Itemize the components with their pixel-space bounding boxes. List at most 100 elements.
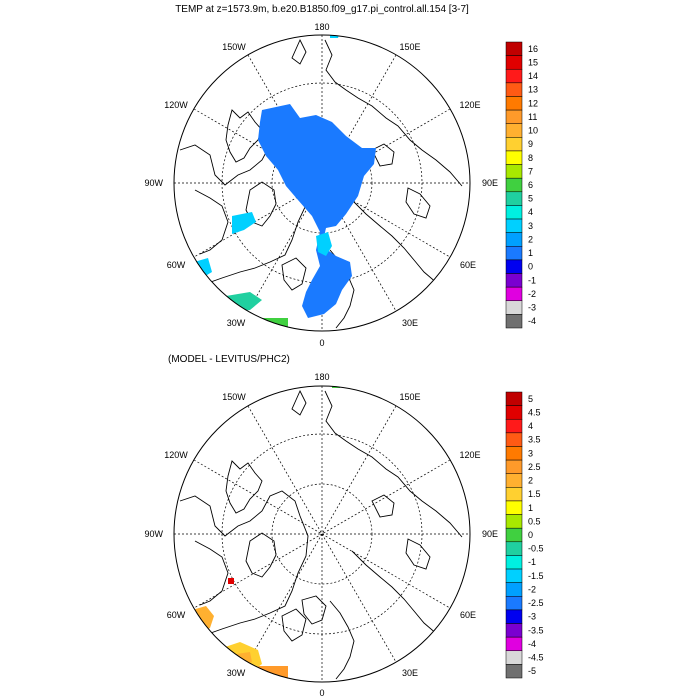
top-colorbar-swatch-12 bbox=[505, 205, 523, 220]
bottom-lon-150e: 150E bbox=[399, 392, 420, 402]
bottom-lon-90w: 90W bbox=[144, 529, 163, 539]
top-colorbar-label-9: 7 bbox=[528, 166, 533, 176]
top-field-cyan-top bbox=[330, 35, 340, 38]
top-colorbar-swatch-14 bbox=[505, 232, 523, 247]
top-colorbar-label-14: 2 bbox=[528, 234, 533, 244]
bottom-colorbar-label-9: 0.5 bbox=[528, 516, 541, 526]
top-colorbar-swatch-13 bbox=[505, 218, 523, 233]
top-colorbar-label-6: 10 bbox=[528, 126, 538, 136]
bottom-lon-90e: 90E bbox=[482, 529, 498, 539]
bottom-lon-labels: 180 0 90W 90E 150W 120W 150E 120E 60W 30… bbox=[144, 372, 498, 698]
bottom-lon-60e: 60E bbox=[460, 610, 476, 620]
top-field-cyan-strait bbox=[316, 232, 332, 256]
bottom-colorbar-swatch-13 bbox=[505, 568, 523, 583]
top-colorbar-label-17: -1 bbox=[528, 275, 536, 285]
top-colorbar-label-8: 8 bbox=[528, 153, 533, 163]
top-colorbar-swatch-9 bbox=[505, 164, 523, 179]
bottom-colorbar-label-20: -5 bbox=[528, 666, 536, 676]
bottom-map-rim bbox=[173, 385, 471, 683]
top-field-cyan-baffin bbox=[232, 212, 256, 234]
top-colorbar-swatch-16 bbox=[505, 259, 523, 274]
top-field-green-1 bbox=[260, 318, 288, 331]
bottom-colorbar-label-12: -1 bbox=[528, 557, 536, 567]
top-lon-150e: 150E bbox=[399, 42, 420, 52]
top-colorbar-label-16: 0 bbox=[528, 262, 533, 272]
top-colorbar-label-11: 5 bbox=[528, 194, 533, 204]
top-colorbar-label-20: -4 bbox=[528, 316, 536, 326]
bottom-colorbar-label-19: -4.5 bbox=[528, 653, 544, 663]
bottom-meridians bbox=[174, 386, 470, 682]
top-colorbar-swatch-19 bbox=[505, 300, 523, 315]
bottom-colorbar-swatch-1 bbox=[505, 405, 523, 420]
bottom-colorbar-label-1: 4.5 bbox=[528, 407, 541, 417]
bottom-colorbar-label-13: -1.5 bbox=[528, 571, 544, 581]
top-lon-150w: 150W bbox=[222, 42, 246, 52]
bottom-colorbar-label-8: 1 bbox=[528, 503, 533, 513]
bottom-colorbar-swatch-2 bbox=[505, 418, 523, 434]
bottom-colorbar-label-7: 1.5 bbox=[528, 489, 541, 499]
top-lon-0: 0 bbox=[319, 338, 324, 348]
top-colorbar-swatch-11 bbox=[505, 191, 523, 206]
top-colorbar-label-3: 13 bbox=[528, 85, 538, 95]
top-panel: TEMP at z=1573.9m, b.e20.B1850.f09_g17.p… bbox=[144, 4, 538, 348]
bottom-colorbar-label-5: 2.5 bbox=[528, 462, 541, 472]
top-colorbar-swatch-4 bbox=[505, 96, 523, 111]
top-colorbar-swatch-18 bbox=[505, 286, 523, 302]
top-colorbar-swatch-10 bbox=[505, 177, 523, 193]
bottom-lon-30w: 30W bbox=[227, 668, 246, 678]
bottom-lon-150w: 150W bbox=[222, 392, 246, 402]
top-lon-120w: 120W bbox=[164, 100, 188, 110]
top-colorbar-label-4: 12 bbox=[528, 98, 538, 108]
top-colorbar-label-19: -3 bbox=[528, 303, 536, 313]
bottom-colorbar-swatch-6 bbox=[505, 473, 523, 488]
bottom-colorbar-swatch-16 bbox=[505, 609, 523, 624]
bottom-field-orange-1 bbox=[236, 652, 252, 666]
top-colorbar-swatch-3 bbox=[505, 82, 523, 97]
top-lon-120e: 120E bbox=[459, 100, 480, 110]
bottom-lon-0: 0 bbox=[319, 688, 324, 698]
top-colorbar-label-0: 16 bbox=[528, 44, 538, 54]
top-colorbar-swatch-17 bbox=[505, 273, 523, 288]
bottom-panel: (MODEL - LEVITUS/PHC2) bbox=[144, 354, 543, 698]
bottom-colorbar-label-18: -4 bbox=[528, 639, 536, 649]
bottom-colorbar-swatch-5 bbox=[505, 459, 523, 474]
bottom-colorbar-swatch-4 bbox=[505, 446, 523, 461]
bottom-colorbar-label-16: -3 bbox=[528, 612, 536, 622]
bottom-colorbar-swatch-8 bbox=[505, 500, 523, 515]
bottom-colorbar-label-10: 0 bbox=[528, 530, 533, 540]
bottom-colorbar-swatch-10 bbox=[505, 527, 523, 543]
top-colorbar-swatch-6 bbox=[505, 123, 523, 138]
bottom-map-body bbox=[174, 386, 470, 682]
top-lon-180: 180 bbox=[314, 22, 329, 32]
bottom-colorbar-swatch-20 bbox=[505, 664, 523, 679]
top-colorbar-label-5: 11 bbox=[528, 112, 537, 122]
bottom-colorbar-label-14: -2 bbox=[528, 584, 536, 594]
top-colorbar-swatch-8 bbox=[505, 150, 523, 165]
bottom-colorbar-swatch-9 bbox=[505, 514, 523, 529]
top-lon-90w: 90W bbox=[144, 178, 163, 188]
top-colorbar-swatch-20 bbox=[505, 314, 523, 329]
bottom-colorbar-label-0: 5 bbox=[528, 394, 533, 404]
bottom-colorbar-label-11: -0.5 bbox=[528, 544, 544, 554]
bottom-lon-120w: 120W bbox=[164, 450, 188, 460]
top-lon-labels: 180 0 90W 90E 150W 120W 150E 120E 60W 30… bbox=[144, 22, 498, 348]
bottom-colorbar-swatch-3 bbox=[505, 432, 523, 447]
bottom-lon-60w: 60W bbox=[167, 610, 186, 620]
top-lon-60w: 60W bbox=[167, 260, 186, 270]
top-colorbar-swatch-5 bbox=[505, 109, 523, 124]
bottom-colorbar-swatch-7 bbox=[505, 487, 523, 502]
top-colorbar-label-10: 6 bbox=[528, 180, 533, 190]
top-map-rim bbox=[173, 34, 471, 332]
bottom-field-red-spot bbox=[228, 578, 234, 584]
top-colorbar-swatch-7 bbox=[505, 137, 523, 152]
top-lon-90e: 90E bbox=[482, 178, 498, 188]
bottom-colorbar-label-3: 3.5 bbox=[528, 435, 541, 445]
bottom-colorbar-swatch-15 bbox=[505, 596, 523, 611]
bottom-colorbar-label-4: 3 bbox=[528, 448, 533, 458]
bottom-colorbar-label-2: 4 bbox=[528, 421, 533, 431]
bottom-colorbar-swatch-0 bbox=[505, 391, 523, 406]
bottom-colorbar-swatch-11 bbox=[505, 541, 523, 556]
top-colorbar-swatch-0 bbox=[505, 41, 523, 56]
